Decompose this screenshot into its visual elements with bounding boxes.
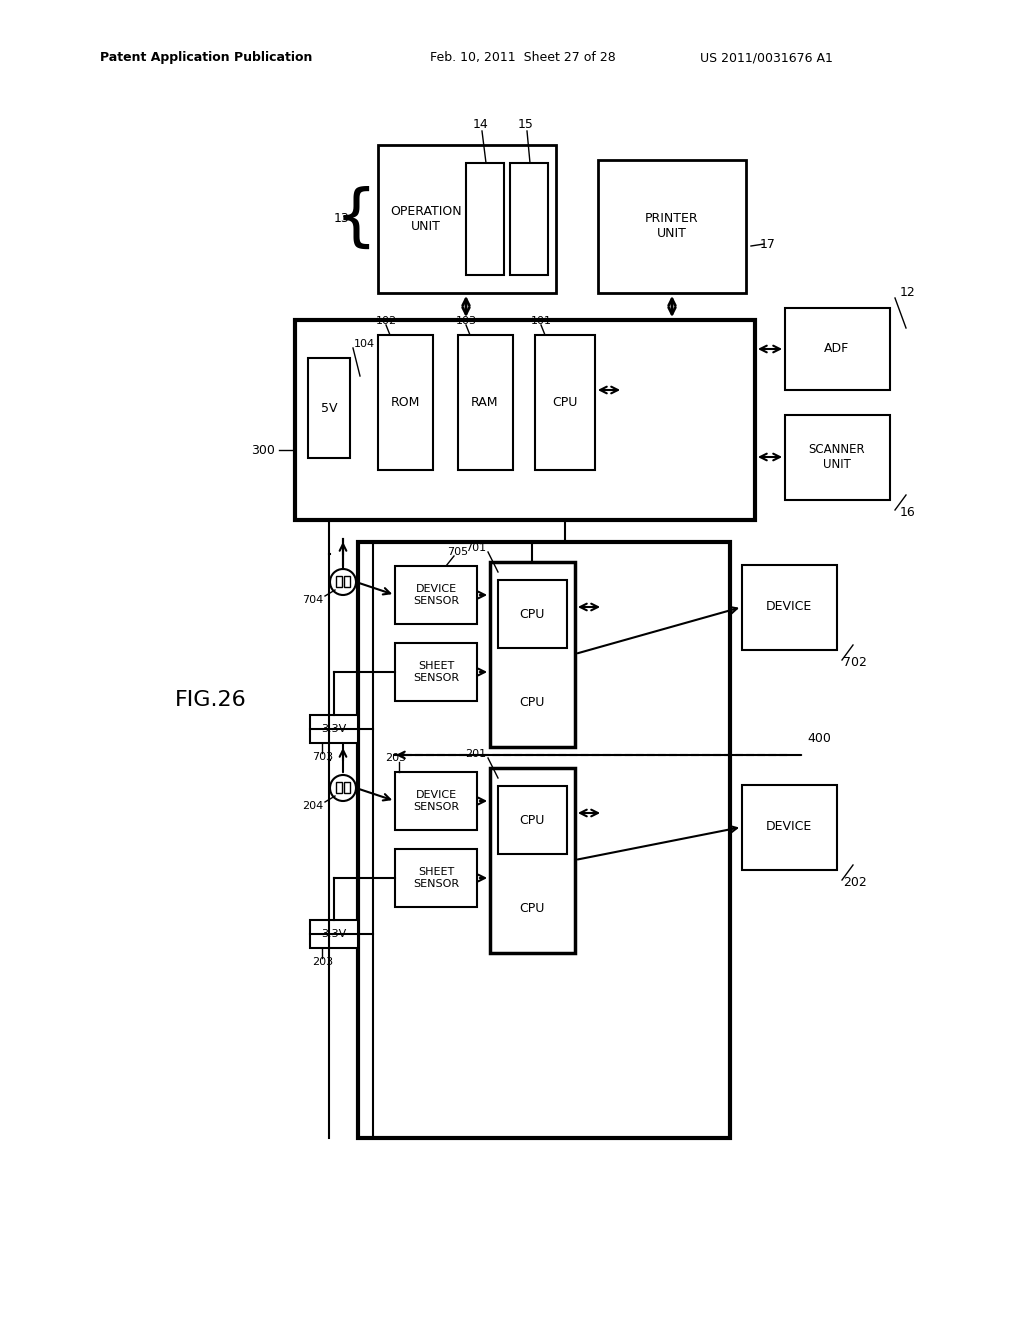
Bar — [458, 335, 513, 470]
Text: 102: 102 — [376, 315, 397, 326]
Text: SHEET
SENSOR: SHEET SENSOR — [413, 867, 459, 888]
Text: ROM: ROM — [390, 396, 420, 408]
Bar — [395, 772, 477, 830]
Text: 203: 203 — [312, 957, 333, 968]
Text: 201: 201 — [465, 748, 486, 759]
Bar — [395, 566, 477, 624]
Text: Patent Application Publication: Patent Application Publication — [100, 51, 312, 65]
Text: 202: 202 — [843, 875, 867, 888]
Text: DEVICE
SENSOR: DEVICE SENSOR — [413, 585, 459, 606]
Text: 17: 17 — [760, 238, 776, 251]
Text: {: { — [335, 186, 377, 252]
Bar — [336, 781, 342, 793]
Text: 400: 400 — [807, 733, 830, 746]
Text: DEVICE
SENSOR: DEVICE SENSOR — [413, 791, 459, 812]
Bar — [310, 715, 358, 743]
Text: 16: 16 — [900, 506, 915, 519]
Bar — [598, 160, 746, 293]
Bar — [498, 785, 567, 854]
Text: CPU: CPU — [519, 813, 545, 826]
Text: FIG.26: FIG.26 — [175, 690, 247, 710]
Text: 3.3V: 3.3V — [322, 929, 347, 939]
Text: 300: 300 — [251, 444, 275, 457]
Text: 702: 702 — [843, 656, 867, 668]
Text: 701: 701 — [465, 543, 486, 553]
Text: SHEET
SENSOR: SHEET SENSOR — [413, 661, 459, 682]
Bar — [308, 358, 350, 458]
Bar — [378, 335, 433, 470]
Text: SCANNER
UNIT: SCANNER UNIT — [809, 444, 865, 471]
Text: ADF: ADF — [824, 342, 850, 355]
Bar — [295, 319, 755, 520]
Text: Feb. 10, 2011  Sheet 27 of 28: Feb. 10, 2011 Sheet 27 of 28 — [430, 51, 615, 65]
Text: 705: 705 — [447, 546, 469, 557]
Bar — [535, 335, 595, 470]
Text: US 2011/0031676 A1: US 2011/0031676 A1 — [700, 51, 833, 65]
Text: 12: 12 — [900, 286, 915, 300]
Text: CPU: CPU — [519, 696, 545, 709]
Bar — [336, 576, 342, 587]
Bar — [310, 920, 358, 948]
Bar — [490, 768, 575, 953]
Bar — [498, 579, 567, 648]
Text: 703: 703 — [312, 752, 333, 762]
Text: 14: 14 — [473, 119, 488, 132]
Bar — [344, 781, 350, 793]
Bar — [466, 162, 504, 275]
Bar — [510, 162, 548, 275]
Bar — [344, 576, 350, 587]
Bar — [395, 643, 477, 701]
Text: PRINTER
UNIT: PRINTER UNIT — [645, 213, 698, 240]
Text: 13: 13 — [334, 213, 350, 226]
Text: 15: 15 — [518, 119, 534, 132]
Text: RAM: RAM — [471, 396, 499, 408]
Bar — [378, 145, 556, 293]
Text: 704: 704 — [302, 595, 324, 605]
Text: OPERATION
UNIT: OPERATION UNIT — [390, 205, 462, 234]
Bar — [358, 543, 730, 1138]
Text: CPU: CPU — [519, 902, 545, 915]
Text: 5V: 5V — [321, 401, 337, 414]
Bar — [785, 414, 890, 500]
Bar — [490, 562, 575, 747]
Text: 103: 103 — [456, 315, 477, 326]
Bar — [742, 785, 837, 870]
Text: CPU: CPU — [552, 396, 578, 408]
Bar — [742, 565, 837, 649]
Text: 104: 104 — [354, 339, 375, 348]
Text: 3.3V: 3.3V — [322, 723, 347, 734]
Text: DEVICE: DEVICE — [766, 821, 812, 833]
Text: 101: 101 — [531, 315, 552, 326]
Text: 205: 205 — [385, 752, 407, 763]
Text: 204: 204 — [302, 801, 324, 810]
Text: DEVICE: DEVICE — [766, 601, 812, 614]
Bar — [785, 308, 890, 389]
Text: CPU: CPU — [519, 607, 545, 620]
Bar — [395, 849, 477, 907]
